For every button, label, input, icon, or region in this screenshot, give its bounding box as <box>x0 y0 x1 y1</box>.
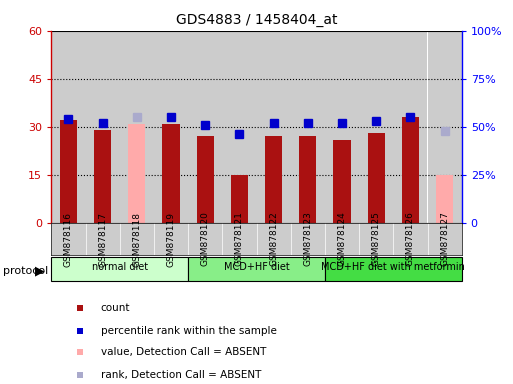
Title: GDS4883 / 1458404_at: GDS4883 / 1458404_at <box>176 13 337 27</box>
Text: ▶: ▶ <box>35 264 45 277</box>
Text: count: count <box>101 303 130 313</box>
Text: GSM878121: GSM878121 <box>235 212 244 266</box>
Text: GSM878126: GSM878126 <box>406 212 415 266</box>
Bar <box>299 136 317 223</box>
Bar <box>188 31 222 223</box>
Text: GSM878127: GSM878127 <box>440 212 449 266</box>
Bar <box>51 31 86 223</box>
Bar <box>291 31 325 223</box>
Bar <box>163 124 180 223</box>
Text: GSM878124: GSM878124 <box>338 212 346 266</box>
Text: GSM878117: GSM878117 <box>98 212 107 266</box>
Bar <box>154 31 188 223</box>
Text: MCD+HF diet with metformin: MCD+HF diet with metformin <box>321 262 465 273</box>
Bar <box>359 31 393 223</box>
Text: MCD+HF diet: MCD+HF diet <box>224 262 289 273</box>
Text: GSM878120: GSM878120 <box>201 212 210 266</box>
Text: GSM878119: GSM878119 <box>167 212 175 266</box>
Text: protocol: protocol <box>3 266 48 276</box>
Bar <box>188 257 325 281</box>
Text: percentile rank within the sample: percentile rank within the sample <box>101 326 277 336</box>
Bar <box>256 31 291 223</box>
Bar <box>436 175 453 223</box>
Bar <box>60 120 77 223</box>
Bar <box>86 31 120 223</box>
Text: rank, Detection Call = ABSENT: rank, Detection Call = ABSENT <box>101 370 261 380</box>
Bar <box>393 31 427 223</box>
Bar <box>325 257 462 281</box>
Bar <box>128 124 145 223</box>
Text: GSM878123: GSM878123 <box>303 212 312 266</box>
Bar <box>94 130 111 223</box>
Bar <box>222 31 256 223</box>
Text: GSM878116: GSM878116 <box>64 212 73 266</box>
Bar <box>325 31 359 223</box>
Text: value, Detection Call = ABSENT: value, Detection Call = ABSENT <box>101 347 266 357</box>
Bar <box>231 175 248 223</box>
Bar <box>120 31 154 223</box>
Bar <box>427 31 462 223</box>
Text: GSM878118: GSM878118 <box>132 212 141 266</box>
Bar <box>402 117 419 223</box>
Text: normal diet: normal diet <box>92 262 148 273</box>
Text: GSM878122: GSM878122 <box>269 212 278 266</box>
Bar <box>265 136 282 223</box>
Bar <box>51 257 188 281</box>
Text: GSM878125: GSM878125 <box>372 212 381 266</box>
Bar <box>196 136 214 223</box>
Bar <box>333 139 350 223</box>
Bar <box>368 133 385 223</box>
